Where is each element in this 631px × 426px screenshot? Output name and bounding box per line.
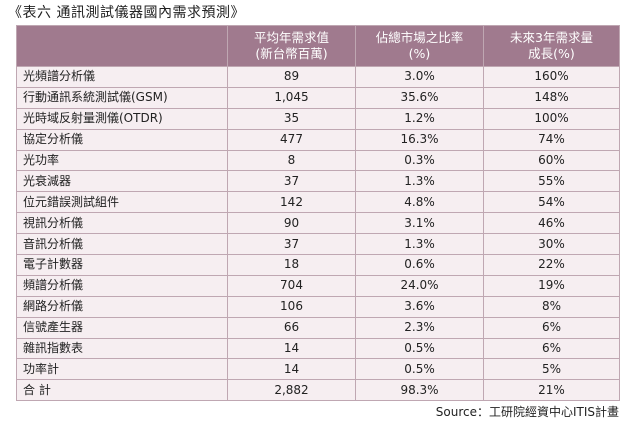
total-demand-cell: 2,882 bbox=[227, 379, 356, 402]
header-demand-line1: 平均年需求值 bbox=[253, 30, 329, 45]
table-row: 行動通訊系統測試儀(GSM) 1,045 35.6% 148% bbox=[16, 86, 620, 109]
row-demand-cell: 14 bbox=[227, 337, 356, 360]
row-demand-cell: 14 bbox=[227, 358, 356, 381]
row-growth-cell: 55% bbox=[483, 170, 620, 193]
demand-forecast-table: 平均年需求值 (新台幣百萬) 佔總市場之比率 (%) 未來3年需求量 成長(%)… bbox=[16, 25, 620, 402]
table-body: 光頻譜分析儀 89 3.0% 160% 行動通訊系統測試儀(GSM) 1,045… bbox=[16, 66, 620, 402]
header-demand-line2: (新台幣百萬) bbox=[255, 46, 328, 61]
row-name-cell: 位元錯誤測試組件 bbox=[16, 191, 228, 214]
row-growth-cell: 8% bbox=[483, 295, 620, 318]
row-growth-cell: 5% bbox=[483, 358, 620, 381]
header-share-line2: (%) bbox=[408, 46, 431, 61]
row-growth-cell: 30% bbox=[483, 233, 620, 256]
row-growth-cell: 74% bbox=[483, 128, 620, 151]
row-share-cell: 16.3% bbox=[355, 128, 484, 151]
row-name-cell: 行動通訊系統測試儀(GSM) bbox=[16, 86, 228, 109]
row-demand-cell: 1,045 bbox=[227, 86, 356, 109]
table-row: 頻譜分析儀 704 24.0% 19% bbox=[16, 274, 620, 297]
table-row: 電子計數器 18 0.6% 22% bbox=[16, 254, 620, 276]
table-row: 網路分析儀 106 3.6% 8% bbox=[16, 295, 620, 318]
table-row: 音訊分析儀 37 1.3% 30% bbox=[16, 233, 620, 256]
header-growth-line1: 未來3年需求量 bbox=[510, 30, 593, 45]
row-share-cell: 0.3% bbox=[355, 149, 484, 172]
row-demand-cell: 704 bbox=[227, 274, 356, 297]
row-demand-cell: 90 bbox=[227, 212, 356, 235]
row-name-cell: 光頻譜分析儀 bbox=[16, 66, 228, 88]
row-name-cell: 協定分析儀 bbox=[16, 128, 228, 151]
table-row: 光時域反射量測儀(OTDR) 35 1.2% 100% bbox=[16, 107, 620, 130]
row-name-cell: 光時域反射量測儀(OTDR) bbox=[16, 107, 228, 130]
row-demand-cell: 142 bbox=[227, 191, 356, 214]
row-share-cell: 3.6% bbox=[355, 295, 484, 318]
header-cell-growth: 未來3年需求量 成長(%) bbox=[483, 25, 620, 67]
row-name-cell: 信號產生器 bbox=[16, 316, 228, 339]
row-demand-cell: 35 bbox=[227, 107, 356, 130]
row-share-cell: 3.1% bbox=[355, 212, 484, 235]
row-name-cell: 網路分析儀 bbox=[16, 295, 228, 318]
row-growth-cell: 22% bbox=[483, 254, 620, 276]
table-row: 視訊分析儀 90 3.1% 46% bbox=[16, 212, 620, 235]
row-share-cell: 1.3% bbox=[355, 170, 484, 193]
header-cell-item bbox=[16, 25, 228, 67]
header-growth-line2: 成長(%) bbox=[528, 46, 575, 61]
row-growth-cell: 6% bbox=[483, 316, 620, 339]
source-note: Source：工研院經資中心ITIS計畫 bbox=[435, 405, 619, 419]
total-share-cell: 98.3% bbox=[355, 379, 484, 402]
table-header: 平均年需求值 (新台幣百萬) 佔總市場之比率 (%) 未來3年需求量 成長(%) bbox=[16, 25, 620, 67]
row-name-cell: 光功率 bbox=[16, 149, 228, 172]
header-cell-share: 佔總市場之比率 (%) bbox=[355, 25, 484, 67]
row-share-cell: 4.8% bbox=[355, 191, 484, 214]
row-share-cell: 35.6% bbox=[355, 86, 484, 109]
row-share-cell: 1.2% bbox=[355, 107, 484, 130]
row-growth-cell: 160% bbox=[483, 66, 620, 88]
header-share-line1: 佔總市場之比率 bbox=[375, 30, 464, 45]
table-row: 光功率 8 0.3% 60% bbox=[16, 149, 620, 172]
total-growth-cell: 21% bbox=[483, 379, 620, 402]
row-growth-cell: 148% bbox=[483, 86, 620, 109]
row-demand-cell: 8 bbox=[227, 149, 356, 172]
row-growth-cell: 60% bbox=[483, 149, 620, 172]
row-name-cell: 頻譜分析儀 bbox=[16, 274, 228, 297]
row-demand-cell: 89 bbox=[227, 66, 356, 88]
row-growth-cell: 54% bbox=[483, 191, 620, 214]
row-name-cell: 電子計數器 bbox=[16, 254, 228, 276]
total-row: 合 計 2,882 98.3% 21% bbox=[16, 379, 620, 402]
row-share-cell: 0.5% bbox=[355, 337, 484, 360]
table-row: 光頻譜分析儀 89 3.0% 160% bbox=[16, 66, 620, 88]
header-row: 平均年需求值 (新台幣百萬) 佔總市場之比率 (%) 未來3年需求量 成長(%) bbox=[16, 25, 620, 67]
demand-forecast-table-container: 平均年需求值 (新台幣百萬) 佔總市場之比率 (%) 未來3年需求量 成長(%)… bbox=[16, 25, 620, 402]
row-name-cell: 雜訊指數表 bbox=[16, 337, 228, 360]
row-share-cell: 2.3% bbox=[355, 316, 484, 339]
table-row: 功率計 14 0.5% 5% bbox=[16, 358, 620, 381]
row-demand-cell: 106 bbox=[227, 295, 356, 318]
row-demand-cell: 477 bbox=[227, 128, 356, 151]
total-name-cell: 合 計 bbox=[16, 379, 228, 402]
table-row: 位元錯誤測試組件 142 4.8% 54% bbox=[16, 191, 620, 214]
row-demand-cell: 37 bbox=[227, 170, 356, 193]
row-name-cell: 音訊分析儀 bbox=[16, 233, 228, 256]
row-demand-cell: 18 bbox=[227, 254, 356, 276]
row-growth-cell: 100% bbox=[483, 107, 620, 130]
row-name-cell: 視訊分析儀 bbox=[16, 212, 228, 235]
row-growth-cell: 19% bbox=[483, 274, 620, 297]
row-name-cell: 功率計 bbox=[16, 358, 228, 381]
table-row: 光衰減器 37 1.3% 55% bbox=[16, 170, 620, 193]
row-share-cell: 3.0% bbox=[355, 66, 484, 88]
row-share-cell: 24.0% bbox=[355, 274, 484, 297]
row-name-cell: 光衰減器 bbox=[16, 170, 228, 193]
row-share-cell: 0.6% bbox=[355, 254, 484, 276]
row-growth-cell: 6% bbox=[483, 337, 620, 360]
table-row: 協定分析儀 477 16.3% 74% bbox=[16, 128, 620, 151]
row-share-cell: 1.3% bbox=[355, 233, 484, 256]
header-cell-demand: 平均年需求值 (新台幣百萬) bbox=[227, 25, 356, 67]
row-demand-cell: 66 bbox=[227, 316, 356, 339]
row-growth-cell: 46% bbox=[483, 212, 620, 235]
row-share-cell: 0.5% bbox=[355, 358, 484, 381]
document-title: 《表六 通訊測試儀器國內需求預測》 bbox=[8, 5, 245, 21]
table-row: 信號產生器 66 2.3% 6% bbox=[16, 316, 620, 339]
row-demand-cell: 37 bbox=[227, 233, 356, 256]
table-row: 雜訊指數表 14 0.5% 6% bbox=[16, 337, 620, 360]
